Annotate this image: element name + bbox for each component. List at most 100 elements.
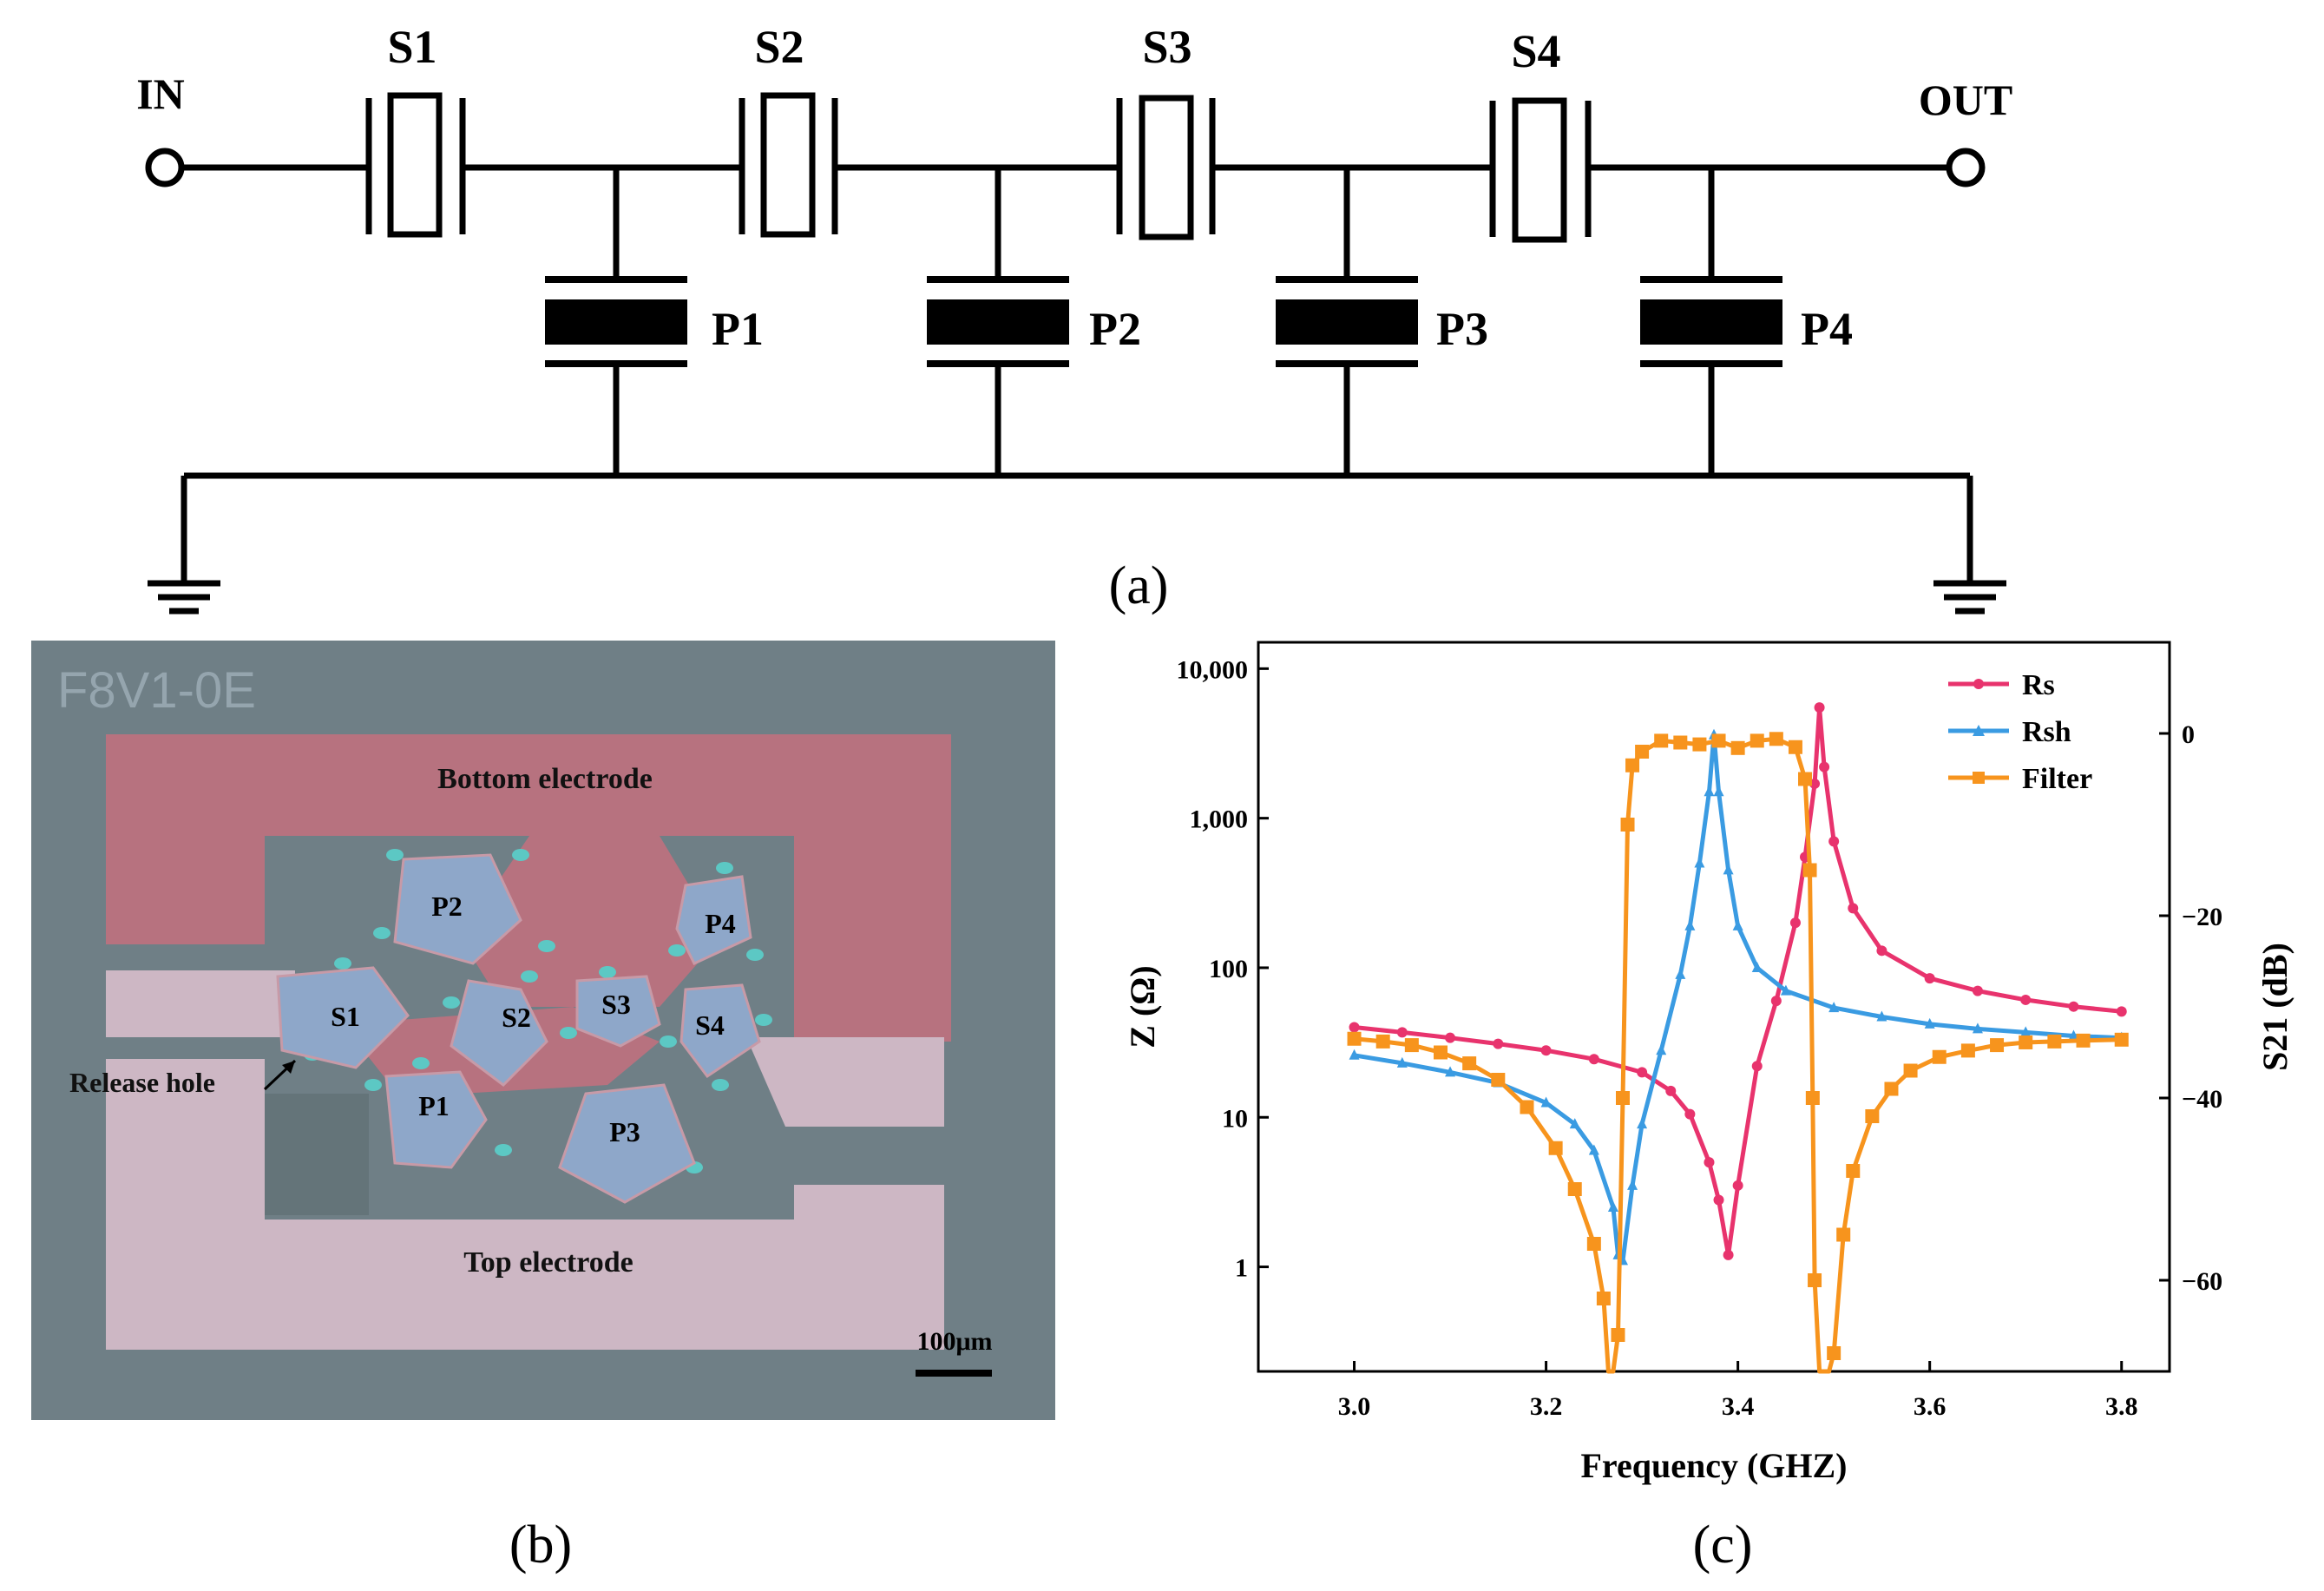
point-rs <box>1809 778 1821 789</box>
release-hole-arrowhead-icon <box>282 1061 295 1074</box>
shunt-label-p4: P4 <box>1801 303 1853 355</box>
point-filter <box>1798 772 1812 786</box>
point-rsh <box>1540 1096 1552 1108</box>
point-filter <box>1769 732 1783 746</box>
point-rs <box>1972 985 1983 996</box>
point-rsh <box>2020 1026 2032 1037</box>
resonator-p2 <box>393 853 522 965</box>
point-rs <box>1396 1027 1408 1038</box>
caption-a: (a) <box>1109 556 1169 615</box>
ground-right-icon <box>1933 580 2006 615</box>
point-rs <box>1723 1249 1734 1260</box>
point-rs <box>1445 1032 1456 1043</box>
y-right-tick-label: −20 <box>2182 903 2222 931</box>
point-rs <box>2020 994 2032 1005</box>
point-rs <box>1713 1194 1724 1206</box>
point-filter <box>2076 1033 2091 1048</box>
legend: Rs Rsh Filter <box>1948 669 2092 795</box>
point-rs <box>1588 1054 1599 1065</box>
resonator-s3 <box>575 975 661 1048</box>
resonator-p4 <box>675 875 752 965</box>
point-rsh <box>1607 1200 1618 1212</box>
release-hole-label: Release hole <box>69 1067 215 1098</box>
label-s3: S3 <box>601 989 631 1020</box>
point-filter <box>1836 1227 1851 1242</box>
point-filter <box>1827 1346 1841 1360</box>
point-filter <box>1375 1034 1390 1049</box>
legend-label-rsh: Rsh <box>2022 716 2071 748</box>
point-filter <box>1520 1100 1534 1114</box>
point-filter <box>1620 818 1635 832</box>
point-filter <box>1750 733 1764 748</box>
top-electrode-left-pad <box>106 970 295 1037</box>
label-s1: S1 <box>331 1001 360 1032</box>
scale-bar-label: 100μm <box>917 1327 993 1356</box>
series-label-s3: S3 <box>1142 21 1192 73</box>
point-filter <box>1865 1109 1880 1123</box>
point-filter <box>1990 1038 2005 1053</box>
label-p4: P4 <box>705 908 736 939</box>
y-right-tick-label: −40 <box>2182 1085 2222 1114</box>
axis-layer: 3.0 3.2 3.4 3.6 3.8 1 10 100 1,000 10,000 0 −20 −40 −… <box>1177 655 2223 1421</box>
point-rsh <box>1569 1118 1580 1129</box>
point-filter <box>2019 1035 2033 1049</box>
point-rsh <box>1713 786 1724 797</box>
point-rs <box>1751 1061 1763 1072</box>
x-tick-label: 3.6 <box>1914 1392 1947 1421</box>
input-port-icon <box>145 148 185 187</box>
point-filter <box>1625 758 1640 772</box>
impedance-s21-chart: 3.0 3.2 3.4 3.6 3.8 1 10 100 1,000 10,000 0 −20 −40 −… <box>1123 641 2294 1485</box>
point-filter <box>1596 1292 1611 1305</box>
chip-id-label: F8V1-0E <box>57 662 256 719</box>
plot-frame <box>1257 641 2171 1373</box>
series-resonator-s3 <box>1116 95 1216 240</box>
point-filter <box>1462 1056 1477 1071</box>
point-rsh <box>1704 786 1715 797</box>
point-filter <box>1548 1141 1563 1155</box>
y-axis-right-label: S21 (dB) <box>2255 943 2294 1071</box>
point-filter <box>1611 1328 1625 1342</box>
point-filter <box>1730 740 1745 755</box>
top-electrode <box>106 1059 944 1350</box>
cavity-left <box>265 1094 369 1215</box>
resonator-p3 <box>558 1083 696 1204</box>
resonator-s4 <box>679 983 761 1079</box>
ladder-circuit-diagram <box>181 164 1973 582</box>
point-filter <box>1711 733 1726 748</box>
point-rs <box>1789 917 1801 929</box>
bottom-electrode <box>106 734 951 1042</box>
point-rsh <box>1924 1017 1935 1029</box>
point-rs <box>1876 945 1887 957</box>
bottom-electrode-label: Bottom electrode <box>437 763 653 795</box>
shunt-resonator-p2 <box>927 276 1069 367</box>
series-resonator-s4 <box>1489 97 1592 243</box>
point-filter <box>1654 733 1669 748</box>
top-electrode-label: Top electrode <box>463 1246 633 1279</box>
shunt-resonator-p3 <box>1276 276 1418 367</box>
output-port-icon <box>1946 148 1986 187</box>
point-filter <box>1616 1091 1630 1105</box>
label-p1: P1 <box>418 1090 450 1121</box>
series-line-rsh <box>1354 733 2122 1263</box>
resonator-s1 <box>276 966 410 1069</box>
output-label: OUT <box>1919 76 2012 124</box>
point-rsh <box>1349 1049 1360 1060</box>
point-rsh <box>1780 984 1791 996</box>
device-micrograph: F8V1-0E Bottom electrode Top electrode R… <box>31 641 1055 1420</box>
series-label-s1: S1 <box>387 21 437 73</box>
point-rsh <box>1828 1002 1840 1013</box>
point-rsh <box>1972 1022 1983 1034</box>
point-rs <box>1493 1038 1504 1049</box>
y-left-tick-label: 1 <box>1235 1254 1248 1283</box>
label-p3: P3 <box>609 1116 640 1147</box>
point-rs <box>1732 1180 1743 1191</box>
input-label: IN <box>136 69 185 118</box>
point-rs <box>1814 702 1825 713</box>
series-line-rs <box>1354 705 2122 1258</box>
point-filter <box>1347 1031 1362 1046</box>
point-rs <box>1828 836 1840 847</box>
point-filter <box>1434 1045 1448 1060</box>
point-rsh <box>1445 1066 1456 1077</box>
top-electrode-right-pad <box>746 1037 944 1127</box>
